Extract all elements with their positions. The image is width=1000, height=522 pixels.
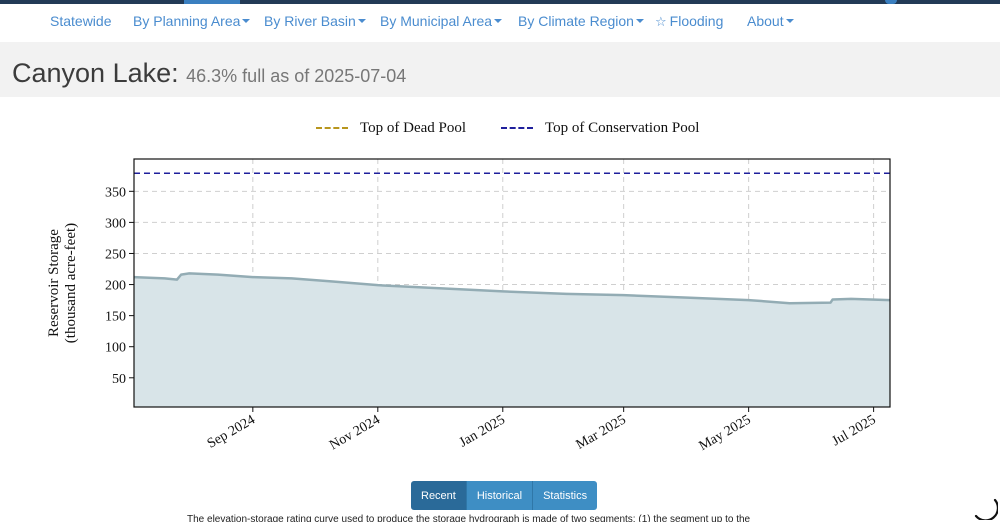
plot-frame <box>133 158 891 408</box>
legend-label: Top of Conservation Pool <box>545 120 700 136</box>
y-tick-label: 50 <box>112 372 126 387</box>
nav-by-river-basin[interactable]: By River Basin <box>264 13 366 29</box>
nav-by-municipal-area[interactable]: By Municipal Area <box>380 13 503 29</box>
active-nav-indicator <box>184 0 240 4</box>
nav-by-planning-area[interactable]: By Planning Area <box>133 13 251 29</box>
dashed-line-swatch-icon <box>501 126 533 129</box>
rating-curve-note: The elevation-storage rating curve used … <box>187 514 751 522</box>
caret-down-icon <box>357 19 366 24</box>
nav-flooding[interactable]: ☆ Flooding <box>655 13 723 30</box>
nav-label: By Municipal Area <box>380 13 493 29</box>
decorative-accent <box>885 0 897 4</box>
tab-recent[interactable]: Recent <box>411 481 467 510</box>
caret-down-icon <box>494 19 503 24</box>
star-outline-icon: ☆ <box>655 15 667 30</box>
storage-area-fill <box>134 273 890 407</box>
x-tick-label: Jan 2025 <box>457 412 508 450</box>
storage-series-line <box>133 272 891 305</box>
legend-item-dead-pool[interactable]: Top of Dead Pool <box>316 120 466 137</box>
main-navbar: Statewide By Planning Area By River Basi… <box>0 4 1000 42</box>
y-tick-label: 250 <box>105 247 126 262</box>
y-tick-label: 100 <box>105 341 126 356</box>
x-tick-label: Mar 2025 <box>574 412 629 452</box>
nav-label: By Planning Area <box>133 13 241 29</box>
x-tick-label: Jul 2025 <box>830 412 879 449</box>
percent-full-subtitle: 46.3% full as of 2025-07-04 <box>186 66 407 86</box>
nav-label: By Climate Region <box>518 13 634 29</box>
top-color-strip <box>0 0 1000 4</box>
tab-historical[interactable]: Historical <box>466 481 534 510</box>
reservoir-name: Canyon Lake: <box>12 58 179 88</box>
view-tabs: Recent Historical Statistics <box>411 481 598 510</box>
legend-item-conservation-pool[interactable]: Top of Conservation Pool <box>501 120 699 137</box>
y-axis-label-line: Reservoir Storage <box>46 229 62 337</box>
y-tick-label: 200 <box>105 279 126 294</box>
y-axis-label-unit: (thousand acre-feet) <box>63 223 79 343</box>
y-tick-label: 300 <box>105 216 126 231</box>
nav-about[interactable]: About <box>747 13 794 29</box>
legend-label: Top of Dead Pool <box>360 120 467 136</box>
loading-spinner-icon <box>974 498 998 520</box>
nav-label: Statewide <box>50 13 112 29</box>
plot-background <box>134 159 890 407</box>
y-tick-label: 350 <box>105 185 126 200</box>
x-tick-label: Nov 2024 <box>327 412 383 453</box>
nav-label: About <box>747 13 784 29</box>
page-title: Canyon Lake: 46.3% full as of 2025-07-04 <box>12 58 406 89</box>
x-tick-label: Sep 2024 <box>205 412 258 451</box>
dashed-line-swatch-icon <box>316 126 348 129</box>
caret-down-icon <box>785 19 794 24</box>
y-axis-label: Reservoir Storage(thousand acre-feet) <box>46 223 79 343</box>
nav-statewide[interactable]: Statewide <box>50 13 111 29</box>
tab-statistics[interactable]: Statistics <box>533 481 598 510</box>
nav-by-climate-region[interactable]: By Climate Region <box>518 13 644 29</box>
caret-down-icon <box>242 19 251 24</box>
x-tick-label: May 2025 <box>697 412 754 454</box>
nav-label: Flooding <box>669 13 724 29</box>
caret-down-icon <box>635 19 644 24</box>
page-header: Canyon Lake: 46.3% full as of 2025-07-04 <box>0 42 1000 97</box>
y-tick-label: 150 <box>105 310 126 325</box>
nav-label: By River Basin <box>264 13 356 29</box>
